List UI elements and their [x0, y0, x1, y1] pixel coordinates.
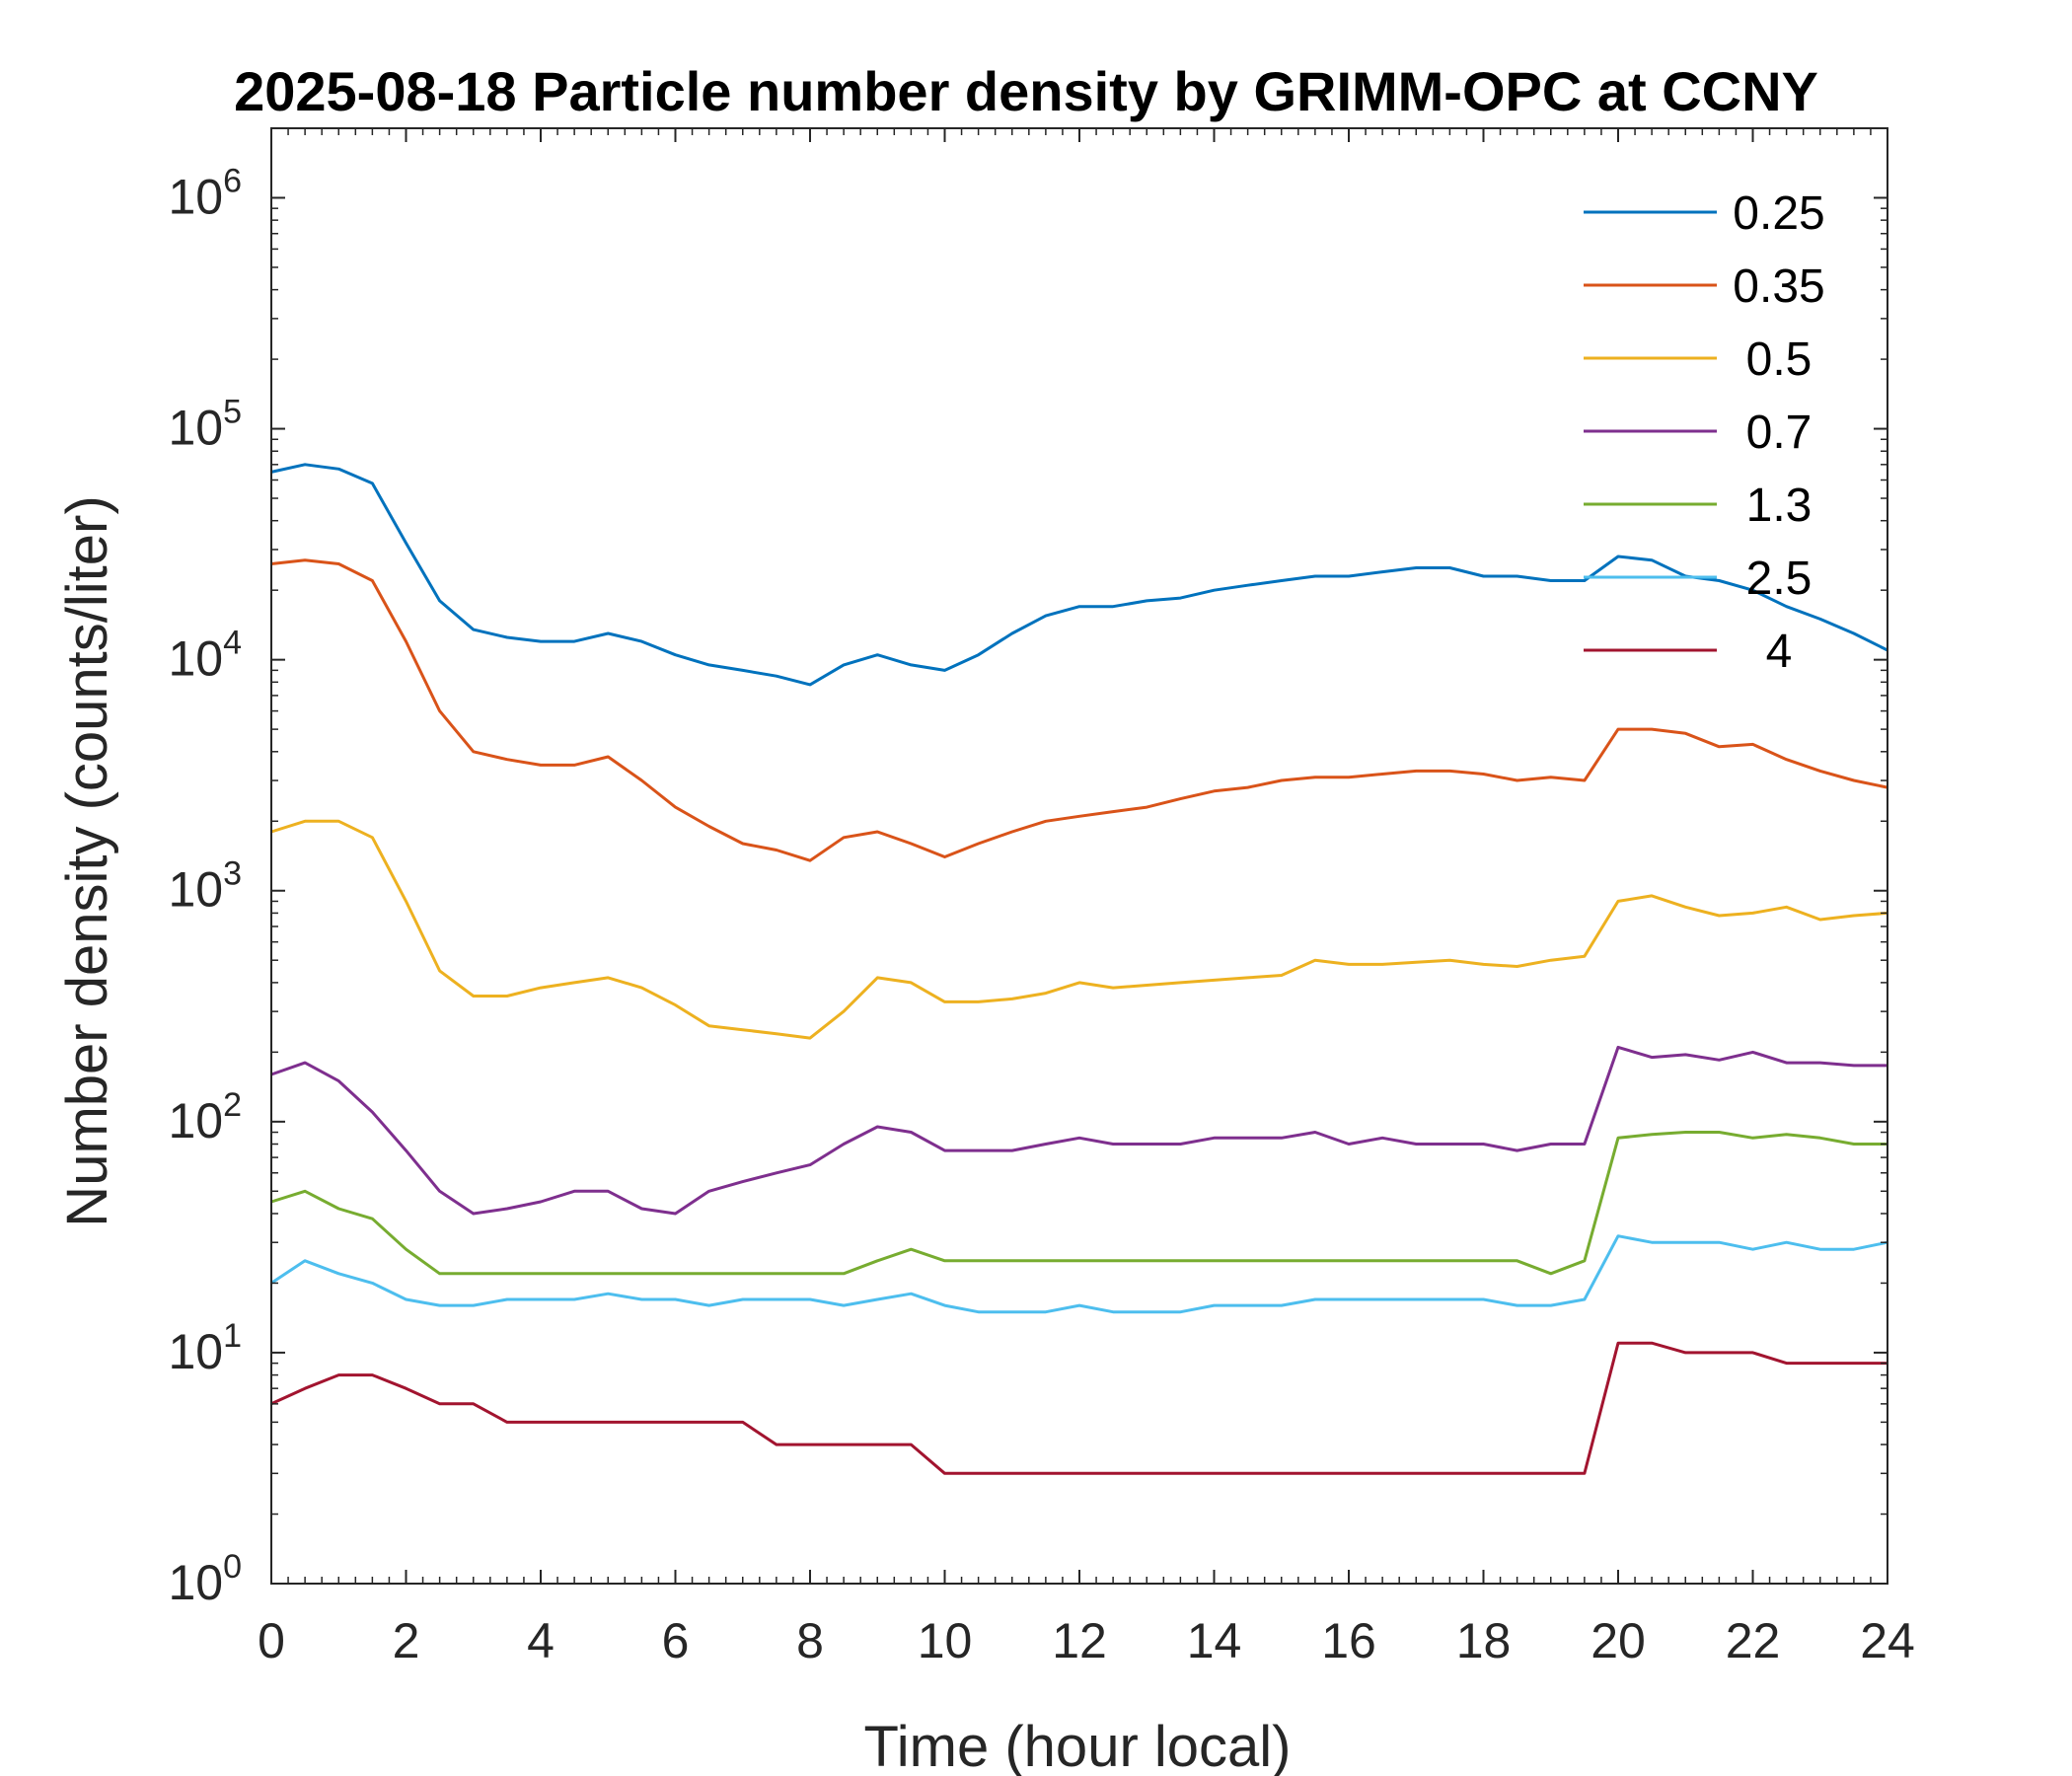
x-tick-label: 18	[1456, 1613, 1512, 1668]
x-tick-label: 14	[1187, 1613, 1242, 1668]
x-tick-label: 22	[1726, 1613, 1781, 1668]
series-line-5	[270, 1234, 1888, 1314]
legend-label-0: 0.25	[1733, 187, 1824, 240]
y-tick-label: 100	[168, 1548, 242, 1610]
x-axis-label: Time (hour local)	[864, 1715, 1292, 1776]
x-tick-label: 16	[1321, 1613, 1376, 1668]
x-tick-label: 12	[1052, 1613, 1107, 1668]
x-tick-label: 20	[1591, 1613, 1646, 1668]
x-tick-label: 6	[662, 1613, 690, 1668]
y-tick-label: 102	[168, 1086, 242, 1148]
legend-label-1: 0.35	[1733, 260, 1824, 313]
series-line-6	[270, 1341, 1887, 1475]
legend: 0.25 0.35 0.5 0.7 1.3 2.5 4	[1584, 187, 1825, 678]
legend-label-3: 0.7	[1746, 407, 1813, 459]
x-tick-label: 2	[393, 1613, 420, 1668]
series-line-1	[270, 558, 1888, 862]
y-tick-label: 106	[168, 162, 242, 224]
series-line-0	[270, 463, 1888, 687]
y-tick-label: 104	[168, 625, 242, 687]
chart-title: 2025-08-18 Particle number density by GR…	[234, 60, 1818, 122]
series-layer	[270, 463, 1888, 1475]
series-line-2	[270, 819, 1888, 1040]
legend-label-4: 1.3	[1746, 480, 1813, 532]
x-tick-label: 10	[918, 1613, 973, 1668]
legend-label-6: 4	[1766, 626, 1793, 678]
x-tick-label: 24	[1860, 1613, 1915, 1668]
y-axis-label: Number density (counts/liter)	[55, 495, 119, 1226]
x-tick-label: 0	[258, 1613, 285, 1668]
legend-label-2: 0.5	[1746, 333, 1813, 386]
x-tick-label: 8	[796, 1613, 824, 1668]
y-tick-label: 101	[168, 1317, 242, 1379]
y-tick-label: 103	[168, 855, 242, 918]
y-tick-label: 105	[168, 394, 242, 456]
x-tick-label: 4	[527, 1613, 555, 1668]
series-line-4	[270, 1131, 1887, 1276]
series-line-3	[270, 1045, 1887, 1216]
axes-box	[270, 127, 1888, 1585]
legend-label-5: 2.5	[1746, 553, 1813, 605]
axes: 0 2 4 6 8 10 12 14 16 18 20 22 241001011021031041051…	[168, 127, 1915, 1668]
